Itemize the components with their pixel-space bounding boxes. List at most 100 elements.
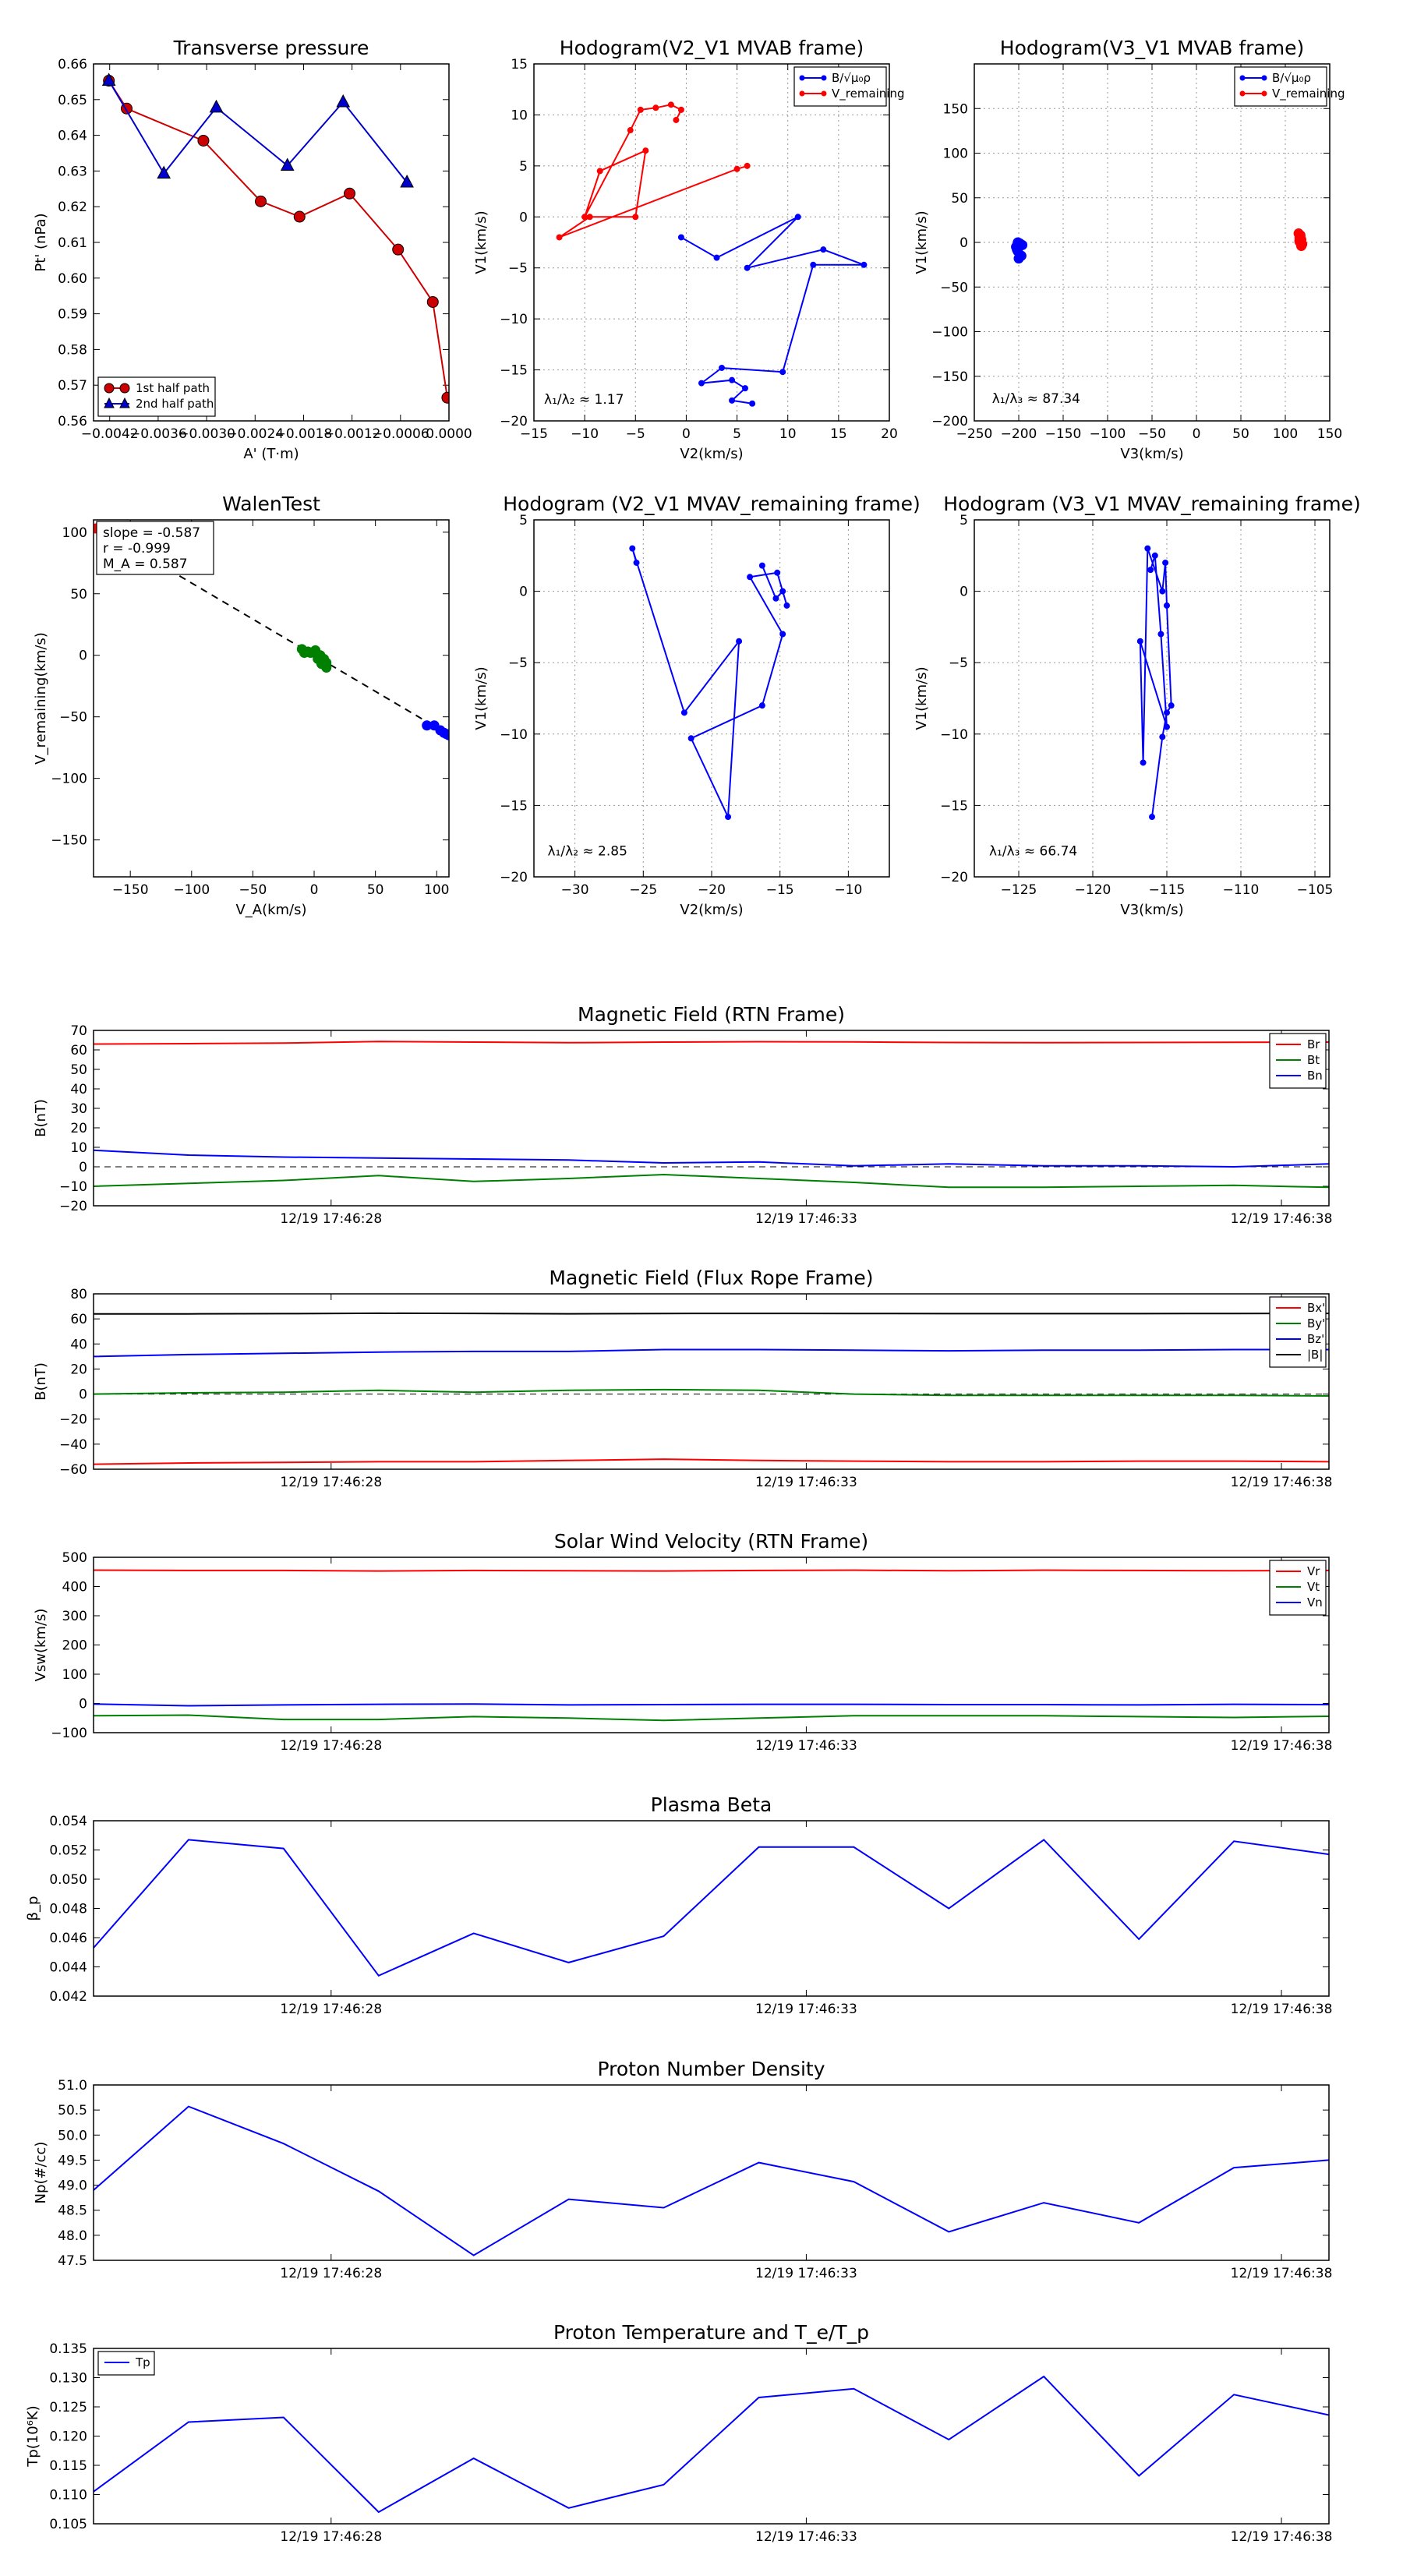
- data-point: [1157, 631, 1164, 638]
- data-point: [747, 574, 754, 581]
- y-tick-label: 0.125: [49, 2400, 87, 2415]
- data-point-circle: [197, 134, 210, 147]
- data-point: [794, 214, 801, 221]
- y-tick-label: 0.59: [58, 307, 87, 323]
- x-tick-label: 12/19 17:46:28: [280, 2529, 382, 2545]
- legend-frame: [793, 66, 887, 107]
- y-tick-label: 70: [70, 1023, 87, 1039]
- data-point: [810, 261, 817, 268]
- legend: Br Bt Bn: [1269, 1033, 1327, 1089]
- data-point: [1159, 588, 1166, 595]
- x-tick-label: 12/19 17:46:28: [280, 1475, 382, 1490]
- data-point: [1168, 702, 1175, 709]
- y-tick-label: −50: [59, 710, 87, 726]
- data-point: [444, 730, 449, 740]
- y-tick-label: 20: [70, 1362, 87, 1377]
- x-axis-label: V3(km/s): [1120, 446, 1183, 462]
- legend-label: 1st half path: [136, 381, 210, 395]
- x-tick-label: 12/19 17:46:38: [1231, 2266, 1333, 2281]
- y-tick-label: 0.62: [58, 200, 87, 215]
- x-tick-label: 12/19 17:46:28: [280, 1211, 382, 1227]
- y-axis-label: V1(km/s): [914, 666, 930, 730]
- y-tick-label: 0.57: [58, 378, 87, 394]
- data-point: [729, 376, 736, 383]
- series-line-Vn: [94, 1703, 1329, 1707]
- x-tick-label: −0.0006: [372, 426, 429, 442]
- x-tick-label: 12/19 17:46:38: [1231, 1475, 1333, 1490]
- y-tick-label: −60: [59, 1462, 87, 1478]
- y-tick-label: 300: [62, 1609, 87, 1624]
- y-tick-label: 0.61: [58, 235, 87, 251]
- y-tick-label: 30: [70, 1101, 87, 1117]
- y-tick-label: 0.105: [49, 2517, 87, 2532]
- x-tick-label: −105: [1297, 882, 1334, 898]
- data-point: [1144, 545, 1151, 552]
- data-point-circle: [426, 295, 439, 308]
- y-tick-label: 0.050: [49, 1872, 87, 1888]
- data-point: [637, 106, 644, 113]
- y-tick-label: 0.115: [49, 2458, 87, 2474]
- plot-frame: [93, 2348, 1330, 2525]
- data-point: [633, 559, 640, 566]
- x-tick-label: −25: [629, 882, 657, 898]
- legend-frame: [1234, 66, 1327, 107]
- series-line-Bz': [94, 1348, 1329, 1358]
- legend-marker: [799, 75, 805, 81]
- data-point: [713, 254, 720, 261]
- x-tick-label: 12/19 17:46:33: [755, 2266, 857, 2281]
- series-line-Vt: [94, 1714, 1329, 1722]
- chart-hodogram-v2-v1-mvav: Hodogram (V2_V1 MVAV_remaining frame) −30…: [473, 493, 921, 918]
- y-tick-label: 100: [62, 525, 87, 541]
- y-axis-label: Pt' (nPa): [33, 213, 49, 271]
- chart-proton-number-density: Proton Number Density 12/19 17:46:28 12/19…: [33, 2058, 1332, 2281]
- y-tick-label: 0: [959, 235, 968, 251]
- x-tick-label: 12/19 17:46:33: [755, 1738, 857, 1754]
- x-tick-label: −5: [626, 426, 645, 442]
- x-tick-label: 12/19 17:46:38: [1231, 1211, 1333, 1227]
- x-tick-label: 100: [424, 882, 449, 898]
- data-point: [680, 709, 687, 716]
- data-point: [596, 168, 603, 175]
- y-tick-label: 40: [70, 1337, 87, 1352]
- data-point: [744, 162, 751, 169]
- data-point: [1159, 733, 1166, 740]
- chart-magnetic-field-rtn: Magnetic Field (RTN Frame) 12/19 17:46:28…: [33, 1003, 1332, 1227]
- y-tick-label: 0.64: [58, 129, 87, 144]
- data-point: [1294, 236, 1305, 247]
- data-point: [741, 385, 748, 392]
- y-tick-label: 5: [959, 513, 968, 528]
- legend-label: B/√μ₀ρ: [832, 71, 871, 85]
- data-point: [736, 638, 743, 645]
- data-point: [305, 648, 316, 659]
- plot-frame: [93, 1030, 1330, 1207]
- legend-marker: [1261, 75, 1267, 81]
- series-line-Bn: [94, 1149, 1329, 1168]
- legend-frame: [97, 376, 216, 417]
- x-tick-label: −30: [561, 882, 589, 898]
- chart-magnetic-field-flux-rope: Magnetic Field (Flux Rope Frame) 12/19 17…: [33, 1267, 1332, 1490]
- y-tick-label: 0.042: [49, 1989, 87, 2005]
- y-axis-label: Tp(10⁶K): [25, 2405, 41, 2467]
- legend-marker: [119, 397, 130, 408]
- series-line-By': [94, 1388, 1329, 1397]
- y-tick-label: 5: [519, 159, 528, 175]
- x-axis-label: A' (T·m): [243, 446, 299, 462]
- legend: B/√μ₀ρ V_remaining: [793, 66, 905, 107]
- series-line-|B|: [94, 1312, 1329, 1315]
- series-line-2nd half path: [108, 80, 408, 183]
- legend-marker: [1239, 90, 1246, 97]
- chart-title: Magnetic Field (Flux Rope Frame): [549, 1267, 873, 1289]
- plot-area: [94, 1839, 1329, 1977]
- x-tick-label: 0: [1193, 426, 1201, 442]
- stats-line: M_A = 0.587: [103, 557, 188, 572]
- data-point: [1164, 723, 1170, 730]
- y-axis-label: V1(km/s): [473, 666, 489, 730]
- data-point: [698, 380, 705, 387]
- y-tick-label: 150: [943, 101, 968, 117]
- y-tick-label: 0: [79, 1387, 87, 1403]
- series-line-Bx': [94, 1458, 1329, 1465]
- data-point: [556, 234, 563, 241]
- y-tick-label: 50: [951, 191, 968, 207]
